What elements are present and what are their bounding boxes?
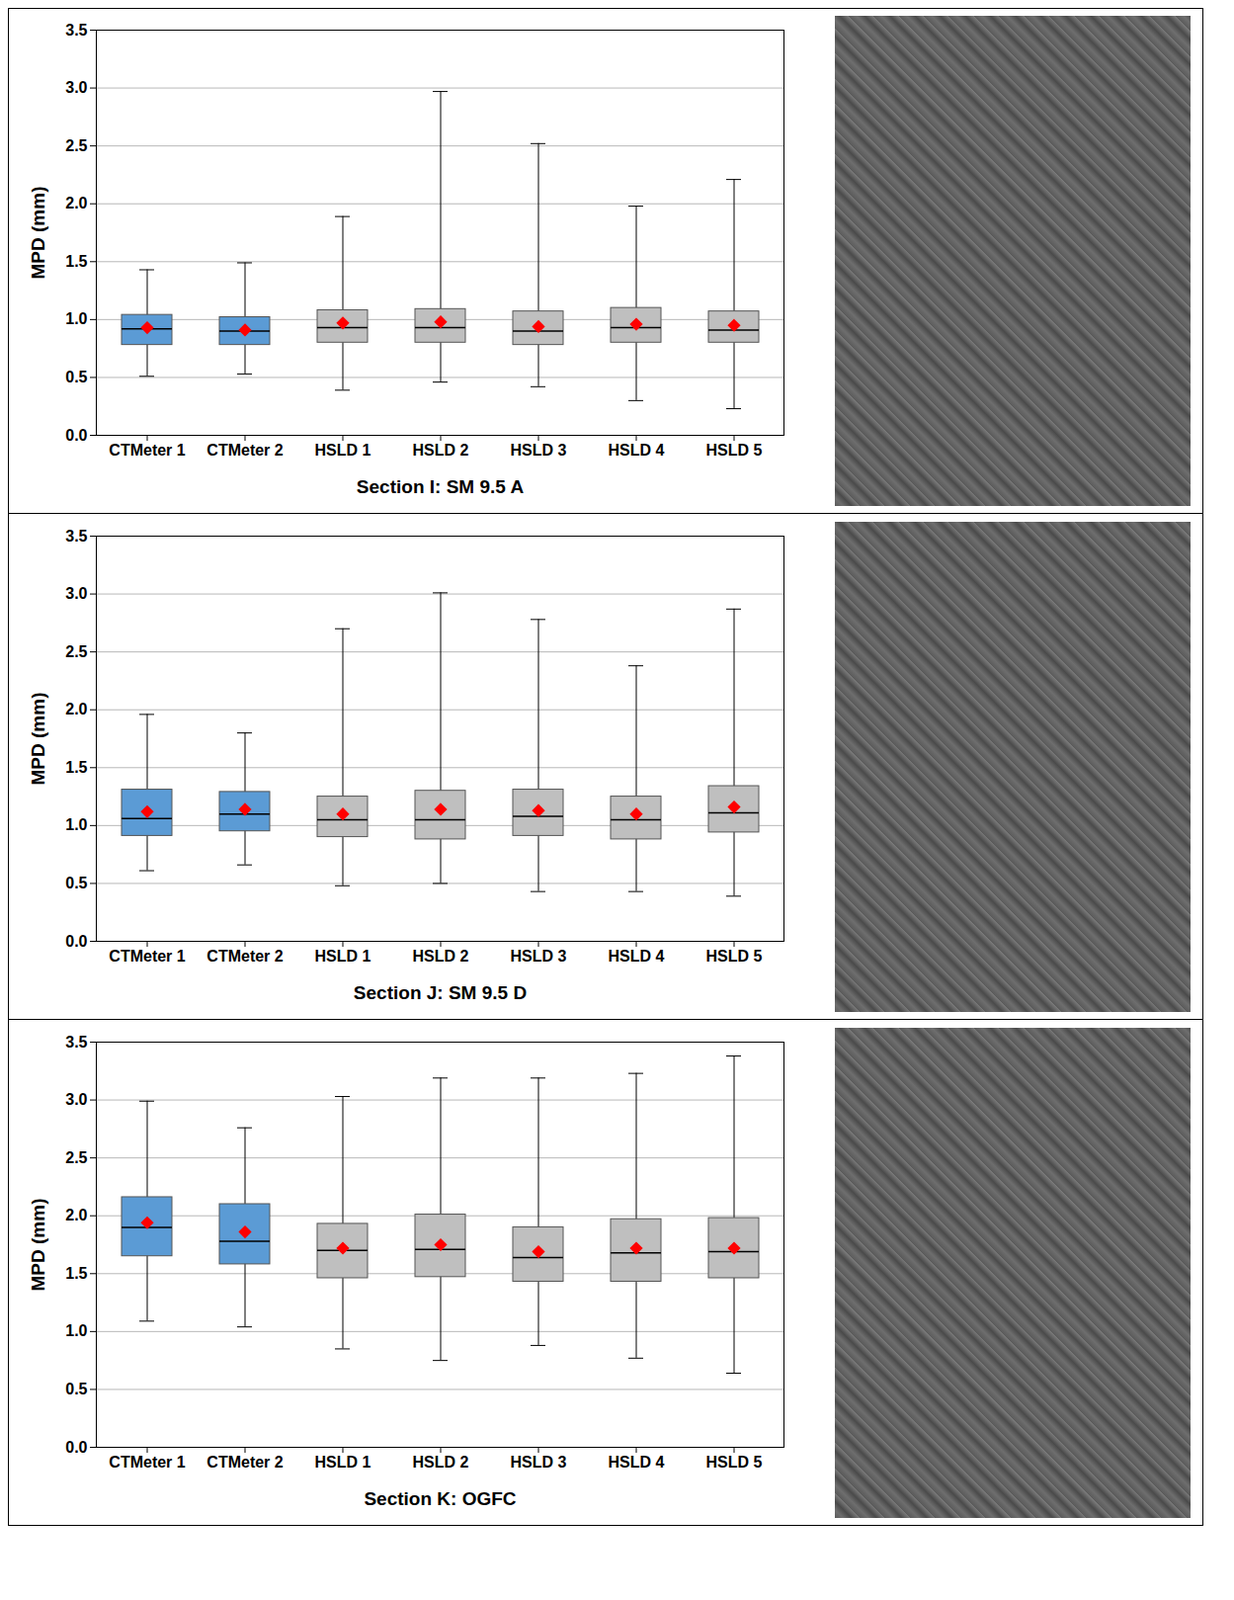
svg-text:CTMeter 1: CTMeter 1 — [108, 441, 185, 459]
svg-text:HSLD 2: HSLD 2 — [412, 441, 470, 459]
svg-text:1.0: 1.0 — [65, 816, 87, 833]
svg-text:HSLD 5: HSLD 5 — [706, 441, 763, 459]
svg-text:HSLD 3: HSLD 3 — [510, 946, 568, 964]
svg-text:2.0: 2.0 — [65, 700, 87, 718]
svg-text:1.5: 1.5 — [65, 252, 87, 270]
svg-text:3.0: 3.0 — [65, 584, 87, 602]
svg-text:HSLD 3: HSLD 3 — [510, 1452, 568, 1470]
svg-text:Section K: OGFC: Section K: OGFC — [363, 1486, 516, 1508]
svg-text:HSLD 2: HSLD 2 — [412, 1452, 470, 1470]
svg-text:CTMeter 2: CTMeter 2 — [206, 1452, 283, 1470]
svg-text:3.5: 3.5 — [65, 526, 87, 544]
svg-text:0.5: 0.5 — [65, 874, 87, 892]
svg-text:MPD (mm): MPD (mm) — [27, 1197, 49, 1291]
svg-text:HSLD 4: HSLD 4 — [608, 946, 665, 964]
svg-text:HSLD 5: HSLD 5 — [706, 946, 763, 964]
svg-text:1.0: 1.0 — [65, 1321, 87, 1339]
svg-text:HSLD 1: HSLD 1 — [315, 946, 372, 964]
svg-text:0.5: 0.5 — [65, 1380, 87, 1398]
svg-text:HSLD 1: HSLD 1 — [315, 1452, 372, 1470]
svg-text:2.5: 2.5 — [65, 137, 87, 155]
svg-text:0.0: 0.0 — [65, 1437, 87, 1455]
svg-text:CTMeter 2: CTMeter 2 — [206, 441, 283, 459]
svg-text:3.0: 3.0 — [65, 79, 87, 96]
svg-text:2.0: 2.0 — [65, 1206, 87, 1224]
svg-text:HSLD 4: HSLD 4 — [608, 1452, 665, 1470]
svg-text:2.5: 2.5 — [65, 642, 87, 659]
svg-text:Section J: SM 9.5 D: Section J: SM 9.5 D — [353, 981, 527, 1002]
svg-text:MPD (mm): MPD (mm) — [27, 691, 49, 785]
svg-text:0.0: 0.0 — [65, 931, 87, 949]
svg-text:CTMeter 1: CTMeter 1 — [108, 946, 185, 964]
svg-text:HSLD 1: HSLD 1 — [315, 441, 372, 459]
svg-text:HSLD 2: HSLD 2 — [412, 946, 470, 964]
svg-text:1.0: 1.0 — [65, 310, 87, 328]
svg-text:3.5: 3.5 — [65, 21, 87, 39]
svg-text:2.0: 2.0 — [65, 194, 87, 212]
svg-text:Section I: SM 9.5 A: Section I: SM 9.5 A — [356, 476, 525, 497]
svg-text:CTMeter 1: CTMeter 1 — [108, 1452, 185, 1470]
svg-text:HSLD 4: HSLD 4 — [608, 441, 665, 459]
svg-text:3.5: 3.5 — [65, 1032, 87, 1050]
svg-text:1.5: 1.5 — [65, 757, 87, 775]
svg-text:1.5: 1.5 — [65, 1263, 87, 1281]
svg-text:CTMeter 2: CTMeter 2 — [206, 946, 283, 964]
svg-text:0.5: 0.5 — [65, 368, 87, 386]
svg-text:3.0: 3.0 — [65, 1090, 87, 1108]
svg-text:HSLD 3: HSLD 3 — [510, 441, 568, 459]
svg-text:MPD (mm): MPD (mm) — [27, 186, 49, 280]
svg-text:2.5: 2.5 — [65, 1148, 87, 1165]
svg-text:HSLD 5: HSLD 5 — [706, 1452, 763, 1470]
svg-text:0.0: 0.0 — [65, 426, 87, 444]
